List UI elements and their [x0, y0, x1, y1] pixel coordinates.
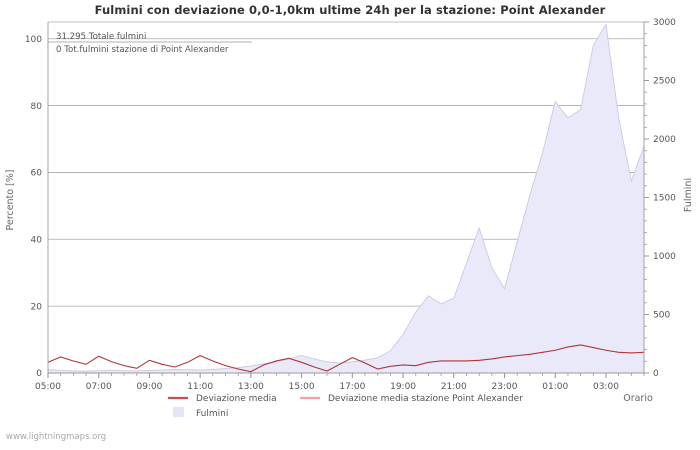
- svg-text:21:00: 21:00: [441, 382, 467, 392]
- x-axis-tick-labels: 05:00 07:00 09:00 11:00 13:00 15:00 17:00 19:00…: [35, 382, 619, 392]
- x-axis-title: Orario: [623, 393, 653, 404]
- y-axis-title: Percento [%]: [5, 169, 16, 230]
- legend-label-deviazione-media: Deviazione media: [196, 394, 277, 404]
- svg-text:0: 0: [36, 369, 42, 379]
- svg-text:19:00: 19:00: [390, 382, 416, 392]
- watermark: www.lightningmaps.org: [6, 432, 107, 442]
- legend-swatch-fulmini: [173, 407, 184, 417]
- svg-text:11:00: 11:00: [187, 382, 213, 392]
- legend-label-deviazione-media-stazione: Deviazione media stazione Point Alexande…: [328, 394, 523, 404]
- svg-text:07:00: 07:00: [86, 382, 112, 392]
- svg-text:60: 60: [31, 169, 43, 179]
- axis-ticks: [47, 21, 649, 378]
- svg-text:1000: 1000: [653, 252, 676, 262]
- svg-text:3000: 3000: [653, 18, 676, 28]
- svg-text:500: 500: [653, 311, 670, 321]
- svg-text:100: 100: [25, 35, 42, 45]
- svg-text:20: 20: [31, 302, 43, 312]
- svg-text:2000: 2000: [653, 135, 676, 145]
- y2-axis-tick-labels: 0 500 1000 1500 2000 2500 3000: [653, 18, 676, 379]
- y-axis-tick-labels: 0 20 40 60 80 100: [25, 35, 42, 379]
- annotation-station-lightning: 0 Tot.fulmini stazione di Point Alexande…: [56, 45, 229, 55]
- svg-text:09:00: 09:00: [136, 382, 162, 392]
- annotation-total-lightning: 31.295 Totale fulmini: [56, 32, 146, 42]
- svg-text:0: 0: [653, 369, 659, 379]
- line-series-deviazione-media: [47, 344, 645, 373]
- svg-text:15:00: 15:00: [289, 382, 315, 392]
- svg-text:23:00: 23:00: [492, 382, 518, 392]
- svg-text:03:00: 03:00: [593, 382, 619, 392]
- chart-annotations: 31.295 Totale fulmini 0 Tot.fulmini staz…: [48, 32, 252, 55]
- svg-text:2500: 2500: [653, 77, 676, 87]
- y2-axis-title: Fulmini: [683, 178, 694, 212]
- svg-text:05:00: 05:00: [35, 382, 61, 392]
- svg-text:40: 40: [31, 235, 43, 245]
- area-series-fulmini: [47, 23, 645, 374]
- svg-text:17:00: 17:00: [339, 382, 365, 392]
- svg-text:1500: 1500: [653, 194, 676, 204]
- svg-text:01:00: 01:00: [542, 382, 568, 392]
- svg-text:80: 80: [31, 102, 43, 112]
- chart-title: Fulmini con deviazione 0,0-1,0km ultime …: [94, 3, 606, 17]
- svg-text:13:00: 13:00: [238, 382, 264, 392]
- legend-label-fulmini: Fulmini: [196, 409, 228, 419]
- chart-legend: Deviazione media Deviazione media stazion…: [168, 394, 523, 419]
